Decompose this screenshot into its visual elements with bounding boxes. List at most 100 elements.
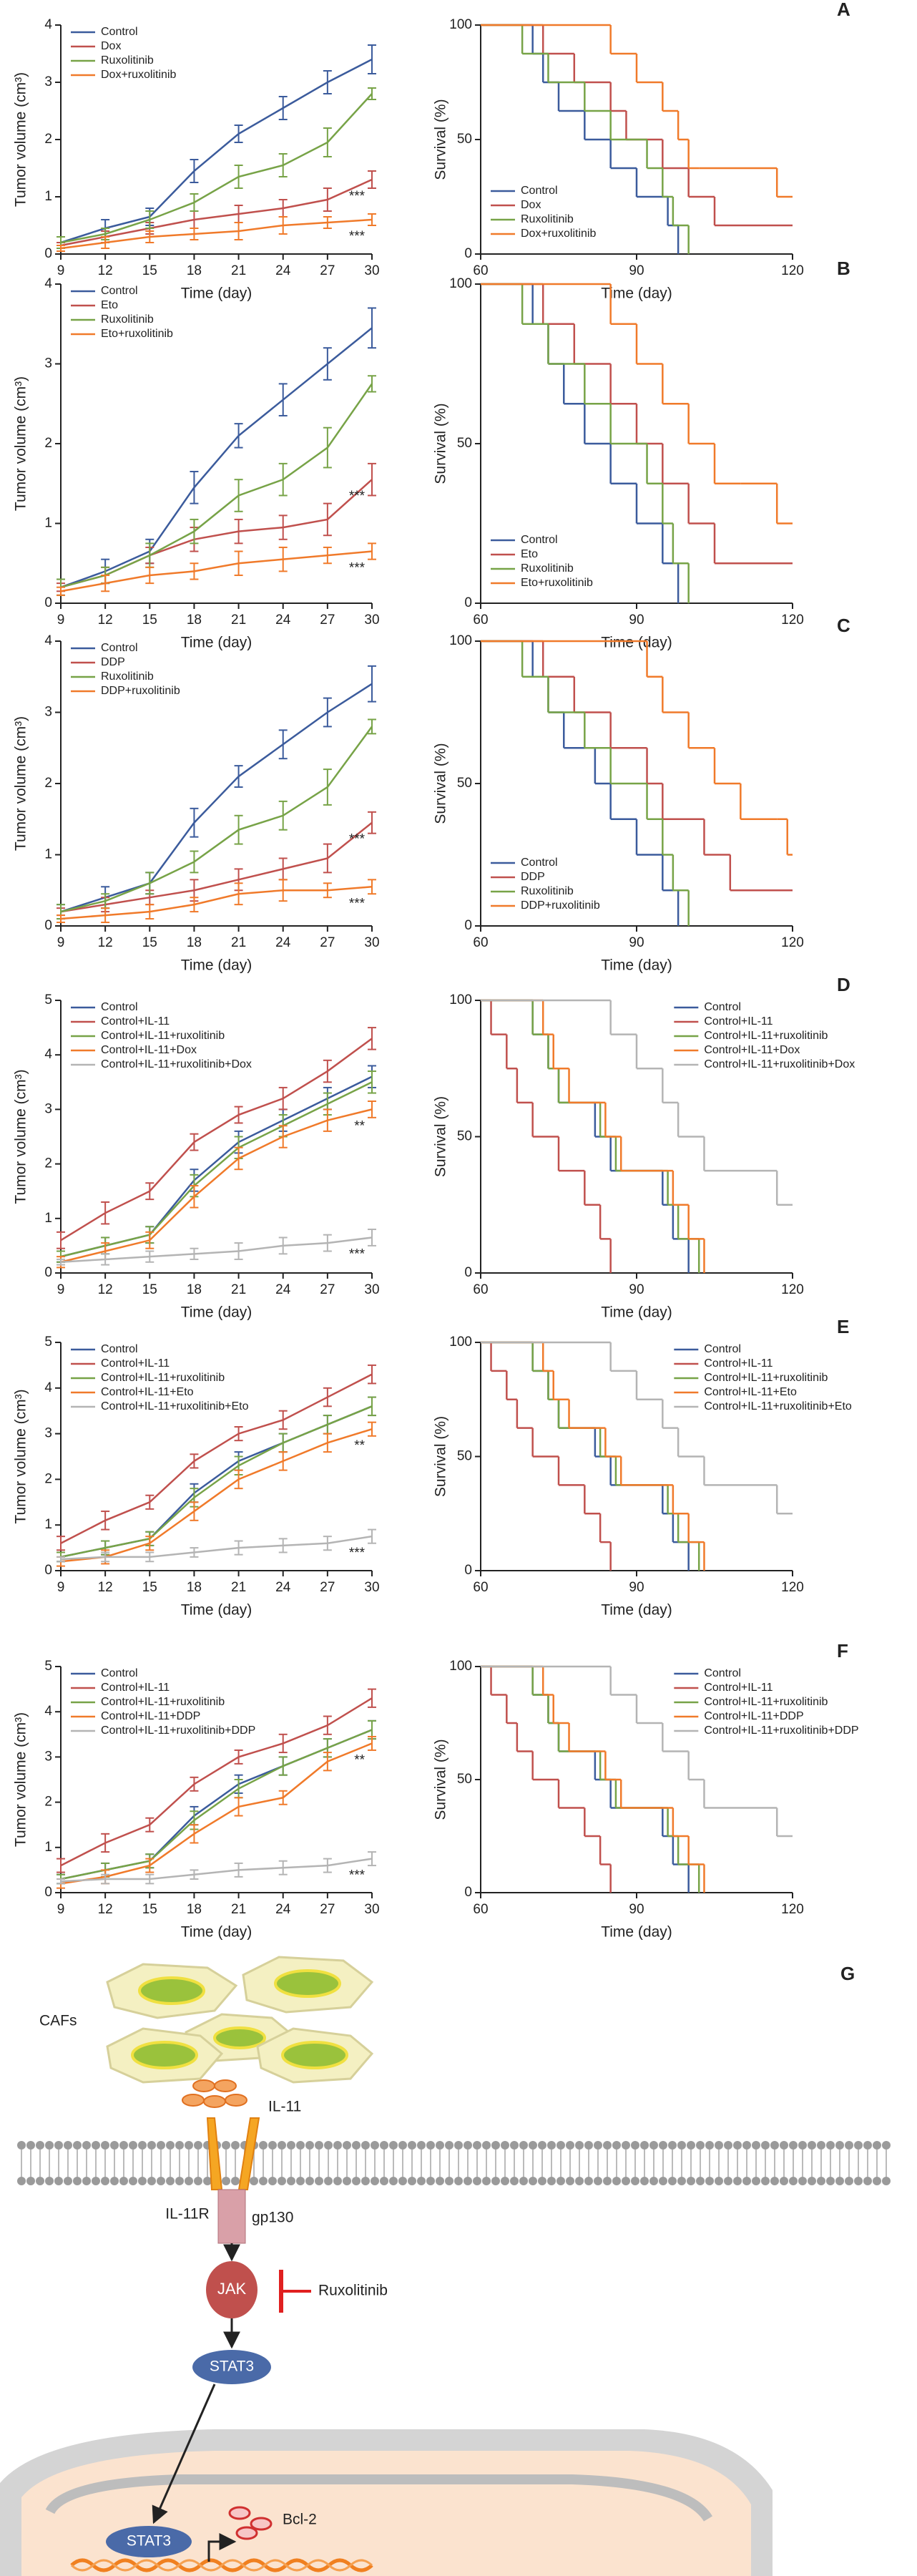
- y-tick-label: 1: [44, 847, 52, 862]
- cafs-label: CAFs: [39, 2013, 77, 2029]
- y-tick-label: 50: [457, 1129, 472, 1144]
- lipid-head: [798, 2177, 807, 2185]
- legend-label: Control+IL-11: [704, 1015, 773, 1028]
- significance-label: ***: [349, 896, 366, 911]
- lipid-head: [538, 2141, 546, 2150]
- lipid-head: [612, 2177, 621, 2185]
- series-line: [60, 178, 373, 247]
- legend-label: Control: [101, 26, 138, 38]
- lipid-head: [482, 2177, 491, 2185]
- x-tick-label: 60: [473, 1902, 488, 1917]
- x-tick-label: 9: [57, 935, 65, 950]
- x-axis-label: Time (day): [181, 635, 252, 651]
- x-tick-label: 60: [473, 1282, 488, 1297]
- lipid-head: [157, 2177, 165, 2185]
- lipid-head: [547, 2141, 556, 2150]
- legend-label: DDP+ruxolitinib: [521, 899, 600, 912]
- x-tick-label: 12: [98, 1902, 113, 1917]
- lipid-head: [54, 2177, 63, 2185]
- x-tick-label: 90: [629, 613, 644, 628]
- y-axis-label: Survival (%): [433, 1739, 449, 1820]
- lipid-head: [259, 2177, 268, 2185]
- significance-label: ***: [349, 489, 366, 504]
- lipid-head: [529, 2141, 537, 2150]
- lipid-head: [194, 2141, 202, 2150]
- x-tick-label: 27: [320, 1282, 335, 1297]
- y-tick-label: 0: [464, 595, 472, 610]
- lipid-head: [817, 2141, 825, 2150]
- lipid-head: [631, 2177, 639, 2185]
- lipid-head: [417, 2141, 426, 2150]
- x-tick-label: 21: [231, 1282, 246, 1297]
- lipid-head: [222, 2141, 230, 2150]
- panel-letter: G: [840, 1963, 855, 1984]
- lipid-head: [278, 2141, 286, 2150]
- y-tick-label: 2: [44, 436, 52, 451]
- y-axis-label: Tumor volume (cm³): [13, 376, 29, 511]
- lipid-head: [566, 2177, 574, 2185]
- series-line: [60, 1108, 373, 1263]
- lipid-head: [575, 2141, 584, 2150]
- legend-label: Eto: [521, 548, 538, 560]
- y-tick-label: 0: [44, 246, 52, 261]
- lipid-head: [538, 2177, 546, 2185]
- x-axis-label: Time (day): [181, 1602, 252, 1619]
- series-line: [60, 1729, 373, 1880]
- x-tick-label: 27: [320, 935, 335, 950]
- lipid-head: [333, 2141, 342, 2150]
- legend-label: Control: [101, 285, 138, 297]
- legend-label: Control+IL-11+ruxolitinib+DDP: [704, 1724, 858, 1737]
- x-tick-label: 27: [320, 1580, 335, 1595]
- lipid-head: [882, 2141, 891, 2150]
- lipid-head: [603, 2177, 612, 2185]
- lipid-head: [491, 2141, 500, 2150]
- legend-label: Control+IL-11+Dox: [101, 1044, 197, 1056]
- series-line: [60, 1858, 373, 1883]
- lipid-head: [371, 2141, 379, 2150]
- panel-letter: F: [837, 1640, 848, 1662]
- x-axis-label: Time (day): [601, 635, 672, 651]
- lipid-head: [166, 2141, 175, 2150]
- significance-label: ***: [349, 1868, 366, 1883]
- legend-label: Eto+ruxolitinib: [101, 328, 173, 340]
- lipid-head: [808, 2141, 816, 2150]
- y-tick-label: 4: [44, 17, 52, 32]
- significance-label: ***: [349, 229, 366, 244]
- lipid-head: [343, 2177, 351, 2185]
- x-tick-label: 24: [275, 1282, 291, 1297]
- x-axis-label: Time (day): [181, 1304, 252, 1321]
- y-tick-label: 100: [449, 1335, 472, 1350]
- y-axis-label: Survival (%): [433, 99, 449, 180]
- legend-label: Control: [101, 1001, 138, 1013]
- x-axis-label: Time (day): [601, 1304, 672, 1321]
- x-tick-label: 27: [320, 1902, 335, 1917]
- y-tick-label: 2: [44, 1471, 52, 1486]
- legend-label: Control+IL-11+ruxolitinib: [704, 1372, 828, 1384]
- legend-label: Control+IL-11: [101, 1015, 170, 1028]
- legend-label: Control+IL-11: [101, 1357, 170, 1370]
- lipid-head: [770, 2141, 779, 2150]
- x-tick-label: 27: [320, 263, 335, 278]
- y-tick-label: 2: [44, 1795, 52, 1810]
- lipid-head: [873, 2177, 881, 2185]
- legend-label: Control+IL-11+ruxolitinib: [101, 1030, 225, 1042]
- x-tick-label: 12: [98, 1580, 113, 1595]
- y-tick-label: 4: [44, 1380, 52, 1395]
- series-line: [60, 683, 373, 913]
- lipid-head: [510, 2141, 519, 2150]
- x-tick-label: 15: [142, 263, 157, 278]
- lipid-head: [380, 2141, 388, 2150]
- lipid-head: [324, 2141, 333, 2150]
- lipid-head: [715, 2141, 723, 2150]
- y-axis-label: Survival (%): [433, 743, 449, 824]
- lipid-head: [882, 2177, 891, 2185]
- legend-label: Dox+ruxolitinib: [101, 69, 176, 81]
- lipid-head: [45, 2177, 54, 2185]
- legend-label: Control+IL-11: [704, 1682, 773, 1694]
- series-line: [60, 1428, 373, 1563]
- lipid-head: [835, 2141, 844, 2150]
- legend-label: DDP: [101, 656, 125, 668]
